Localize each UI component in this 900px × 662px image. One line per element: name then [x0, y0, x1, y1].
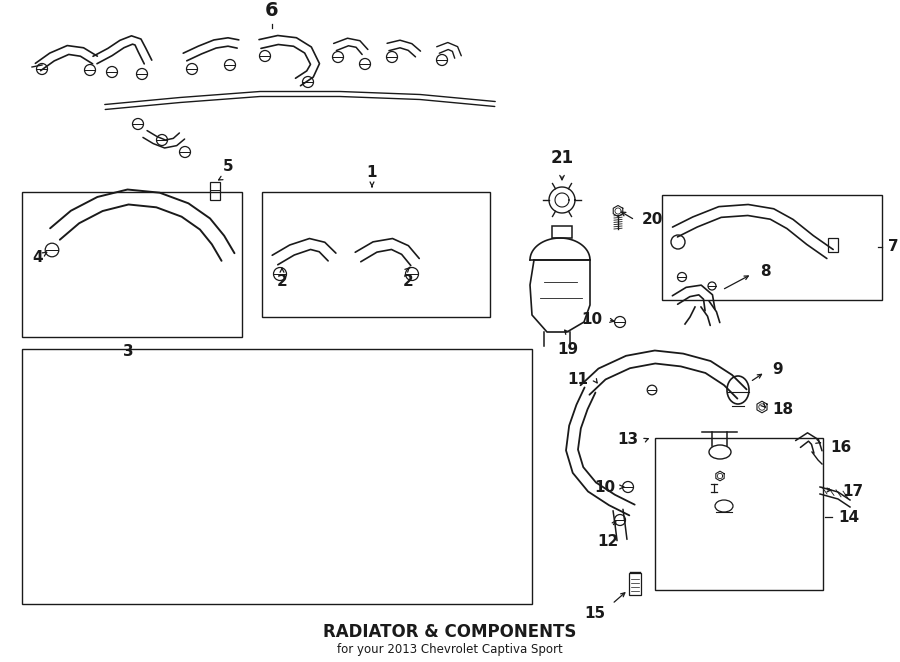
- Text: 7: 7: [888, 240, 898, 254]
- Text: 18: 18: [772, 402, 793, 418]
- Text: 20: 20: [642, 213, 663, 228]
- Text: 14: 14: [838, 510, 860, 524]
- Text: 10: 10: [580, 312, 602, 328]
- Text: 3: 3: [122, 344, 133, 359]
- Text: 21: 21: [551, 149, 573, 167]
- Text: for your 2013 Chevrolet Captiva Sport: for your 2013 Chevrolet Captiva Sport: [338, 643, 562, 657]
- Text: 8: 8: [760, 265, 770, 279]
- Text: 9: 9: [772, 363, 783, 377]
- Bar: [552, 226, 572, 238]
- Bar: [828, 238, 838, 252]
- Text: 6: 6: [266, 1, 279, 20]
- Text: 15: 15: [584, 606, 605, 622]
- Text: 19: 19: [557, 342, 579, 357]
- Bar: [22, 349, 532, 604]
- Text: 5: 5: [222, 159, 233, 174]
- Bar: [629, 573, 641, 595]
- Text: 2: 2: [276, 274, 287, 289]
- Text: 13: 13: [616, 432, 638, 448]
- Text: RADIATOR & COMPONENTS: RADIATOR & COMPONENTS: [323, 623, 577, 641]
- Bar: [210, 182, 220, 200]
- Bar: [262, 192, 490, 317]
- Text: 16: 16: [830, 440, 851, 455]
- Text: 2: 2: [402, 274, 413, 289]
- Text: 11: 11: [567, 373, 588, 387]
- Text: 1: 1: [367, 165, 377, 180]
- Text: 4: 4: [32, 250, 43, 265]
- Bar: [655, 438, 823, 590]
- Text: 12: 12: [598, 534, 618, 549]
- Bar: [22, 192, 242, 337]
- Text: 10: 10: [594, 479, 615, 495]
- Text: 17: 17: [842, 485, 863, 500]
- Bar: [662, 195, 882, 300]
